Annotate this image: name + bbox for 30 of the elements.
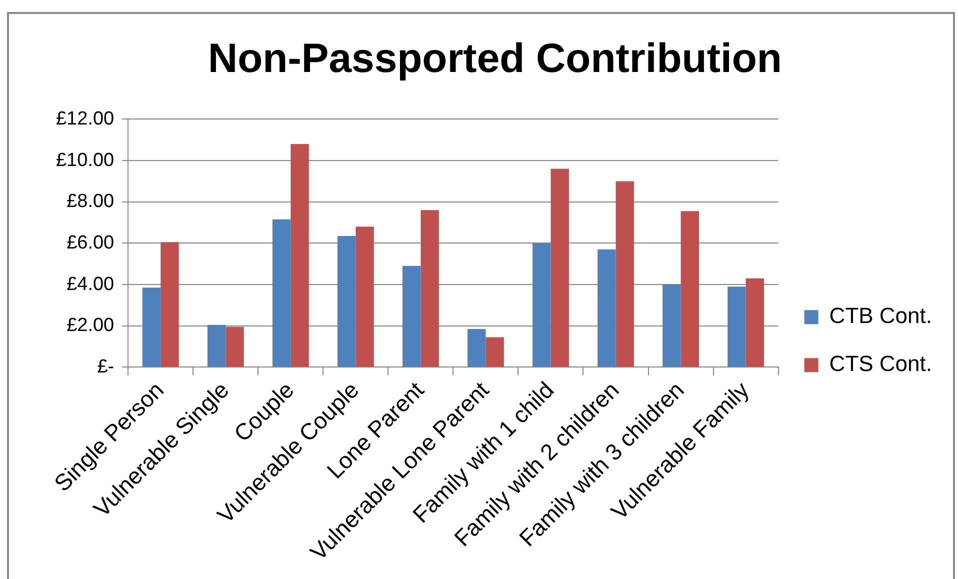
bar xyxy=(420,210,439,367)
y-tick-label: £8.00 xyxy=(66,191,114,212)
chart-title: Non-Passported Contribution xyxy=(208,34,782,81)
y-tick-label: £4.00 xyxy=(66,274,114,295)
y-tick-label: £10.00 xyxy=(56,150,114,171)
legend-label: CTB Cont. xyxy=(829,303,932,328)
bar xyxy=(662,284,681,367)
legend-label: CTS Cont. xyxy=(829,351,932,376)
bar xyxy=(532,243,551,367)
bar xyxy=(550,168,569,367)
bar xyxy=(616,181,634,367)
y-tick-label: £- xyxy=(97,356,114,378)
bar xyxy=(272,219,291,367)
bar xyxy=(402,266,421,367)
bar xyxy=(680,211,699,367)
bar xyxy=(356,226,374,367)
bar xyxy=(160,242,179,367)
bar xyxy=(468,328,486,367)
bar xyxy=(290,144,309,367)
bar xyxy=(598,249,616,367)
y-tick-label: £2.00 xyxy=(66,315,114,336)
bar xyxy=(226,326,244,367)
y-tick-label: £12.00 xyxy=(56,108,114,130)
bar xyxy=(142,288,161,367)
bar xyxy=(337,236,356,367)
bar xyxy=(746,278,764,367)
y-tick-label: £6.00 xyxy=(66,232,114,254)
bar xyxy=(486,337,504,367)
bar xyxy=(728,286,746,367)
bar xyxy=(207,324,226,367)
